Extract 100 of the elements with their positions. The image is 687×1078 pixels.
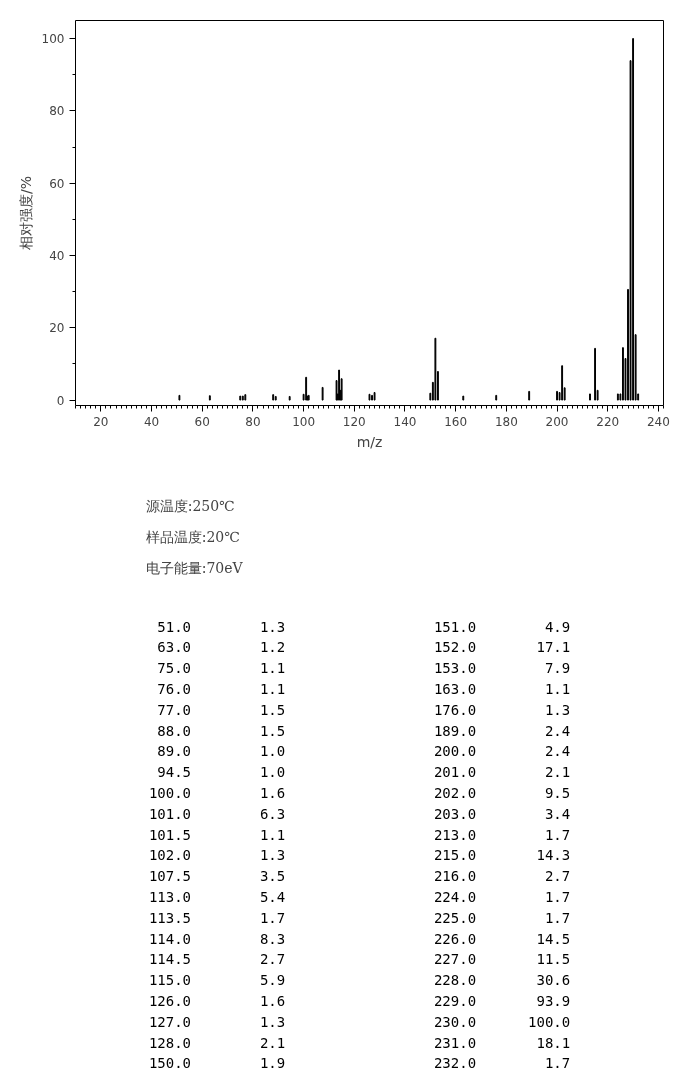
category-label: 225.0: [433, 909, 477, 926]
category-label: 216.0: [433, 868, 477, 885]
category-label: 176.0: [433, 701, 477, 718]
text: 1.3: [259, 1013, 286, 1030]
category-label: 127.0: [148, 1013, 192, 1030]
category-label: 227.0: [433, 951, 477, 968]
text: 1.0: [259, 743, 286, 760]
category-label: 94.5: [157, 764, 192, 781]
text: 1.0: [259, 764, 286, 781]
category-label: 152.0: [433, 639, 477, 656]
text: 1.3: [259, 847, 286, 864]
text: 样品温度:20℃: [145, 528, 240, 545]
category-label: 153.0: [433, 660, 477, 677]
category-label: 128.0: [148, 1034, 192, 1051]
category-label: 150.0: [148, 1055, 192, 1072]
category-label: 88.0: [157, 722, 192, 739]
category-label: 231.0: [433, 1034, 477, 1051]
category-label: 102.0: [148, 847, 192, 864]
text: 1.7: [544, 826, 571, 843]
y-tick-label: 60: [49, 176, 65, 191]
text: 电子能量:70eV: [145, 559, 244, 576]
y-tick-label: 80: [49, 104, 65, 119]
text: 2.7: [544, 868, 571, 885]
category-label: 63.0: [157, 639, 192, 656]
category-label: 200.0: [433, 743, 477, 760]
text: 2.4: [544, 743, 571, 760]
text: 1.1: [544, 680, 571, 697]
text: 17.1: [536, 639, 571, 656]
category-label: 89.0: [157, 743, 192, 760]
y-tick-label: 40: [49, 248, 65, 263]
category-label: 189.0: [433, 722, 477, 739]
category-label: 75.0: [157, 660, 192, 677]
text: 1.1: [259, 826, 286, 843]
category-label: 203.0: [433, 805, 477, 822]
text: 1.5: [259, 701, 286, 718]
y-tick-label: 20: [49, 321, 65, 336]
x-tick-label: 100: [292, 414, 316, 429]
y-axis-title: 相对强度/%: [17, 175, 34, 251]
text: 1.6: [259, 784, 286, 801]
x-tick-label: 220: [596, 414, 620, 429]
category-label: 51.0: [157, 618, 192, 635]
text: 1.7: [544, 909, 571, 926]
text: 14.3: [536, 847, 571, 864]
text: 1.1: [259, 660, 286, 677]
x-tick-label: 160: [444, 414, 468, 429]
category-label: 114.0: [148, 930, 192, 947]
text: 5.4: [259, 888, 286, 905]
category-label: 228.0: [433, 972, 477, 989]
text: 1.5: [259, 722, 286, 739]
text: 源温度:250℃: [145, 497, 235, 514]
text: 2.7: [259, 951, 286, 968]
x-tick-label: 140: [393, 414, 417, 429]
text: 1.9: [259, 1055, 286, 1072]
category-label: 107.5: [148, 868, 192, 885]
category-label: 113.0: [148, 888, 192, 905]
category-label: 215.0: [433, 847, 477, 864]
category-label: 126.0: [148, 992, 192, 1009]
text: 2.4: [544, 722, 571, 739]
text: 1.7: [259, 909, 286, 926]
x-tick-label: 80: [245, 414, 261, 429]
text: 1.7: [544, 888, 571, 905]
category-label: 232.0: [433, 1055, 477, 1072]
y-tick-label: 0: [56, 393, 65, 408]
text: 1.6: [259, 992, 286, 1009]
text: 14.5: [536, 930, 571, 947]
text: 30.6: [536, 972, 571, 989]
text: 1.3: [544, 701, 571, 718]
text: 7.9: [544, 660, 571, 677]
category-label: 202.0: [433, 784, 477, 801]
text: 18.1: [536, 1034, 571, 1051]
category-label: 114.5: [148, 951, 192, 968]
text: 2.1: [544, 764, 571, 781]
y-tick-label: 100: [41, 32, 65, 47]
text: 9.5: [544, 784, 571, 801]
text: 4.9: [544, 618, 571, 635]
x-axis-title: m/z: [356, 433, 383, 450]
x-tick-label: 240: [646, 414, 670, 429]
text: 1.2: [259, 639, 286, 656]
category-label: 100.0: [148, 784, 192, 801]
text: 1.3: [259, 618, 286, 635]
category-label: 230.0: [433, 1013, 477, 1030]
text: 6.3: [259, 805, 286, 822]
x-tick-label: 40: [143, 414, 160, 429]
category-label: 77.0: [157, 701, 192, 718]
category-label: 229.0: [433, 992, 477, 1009]
x-tick-label: 60: [194, 414, 210, 429]
text: 2.1: [259, 1034, 286, 1051]
category-label: 201.0: [433, 764, 477, 781]
category-label: 76.0: [157, 680, 192, 697]
x-tick-label: 120: [342, 414, 366, 429]
text: 100.0: [528, 1013, 571, 1030]
category-label: 101.0: [148, 805, 192, 822]
x-tick-label: 180: [494, 414, 518, 429]
text: 11.5: [536, 951, 571, 968]
x-tick-label: 200: [545, 414, 569, 429]
text: 8.3: [259, 930, 286, 947]
category-label: 151.0: [433, 618, 477, 635]
category-label: 115.0: [148, 972, 192, 989]
category-label: 213.0: [433, 826, 477, 843]
text: 5.9: [259, 972, 286, 989]
